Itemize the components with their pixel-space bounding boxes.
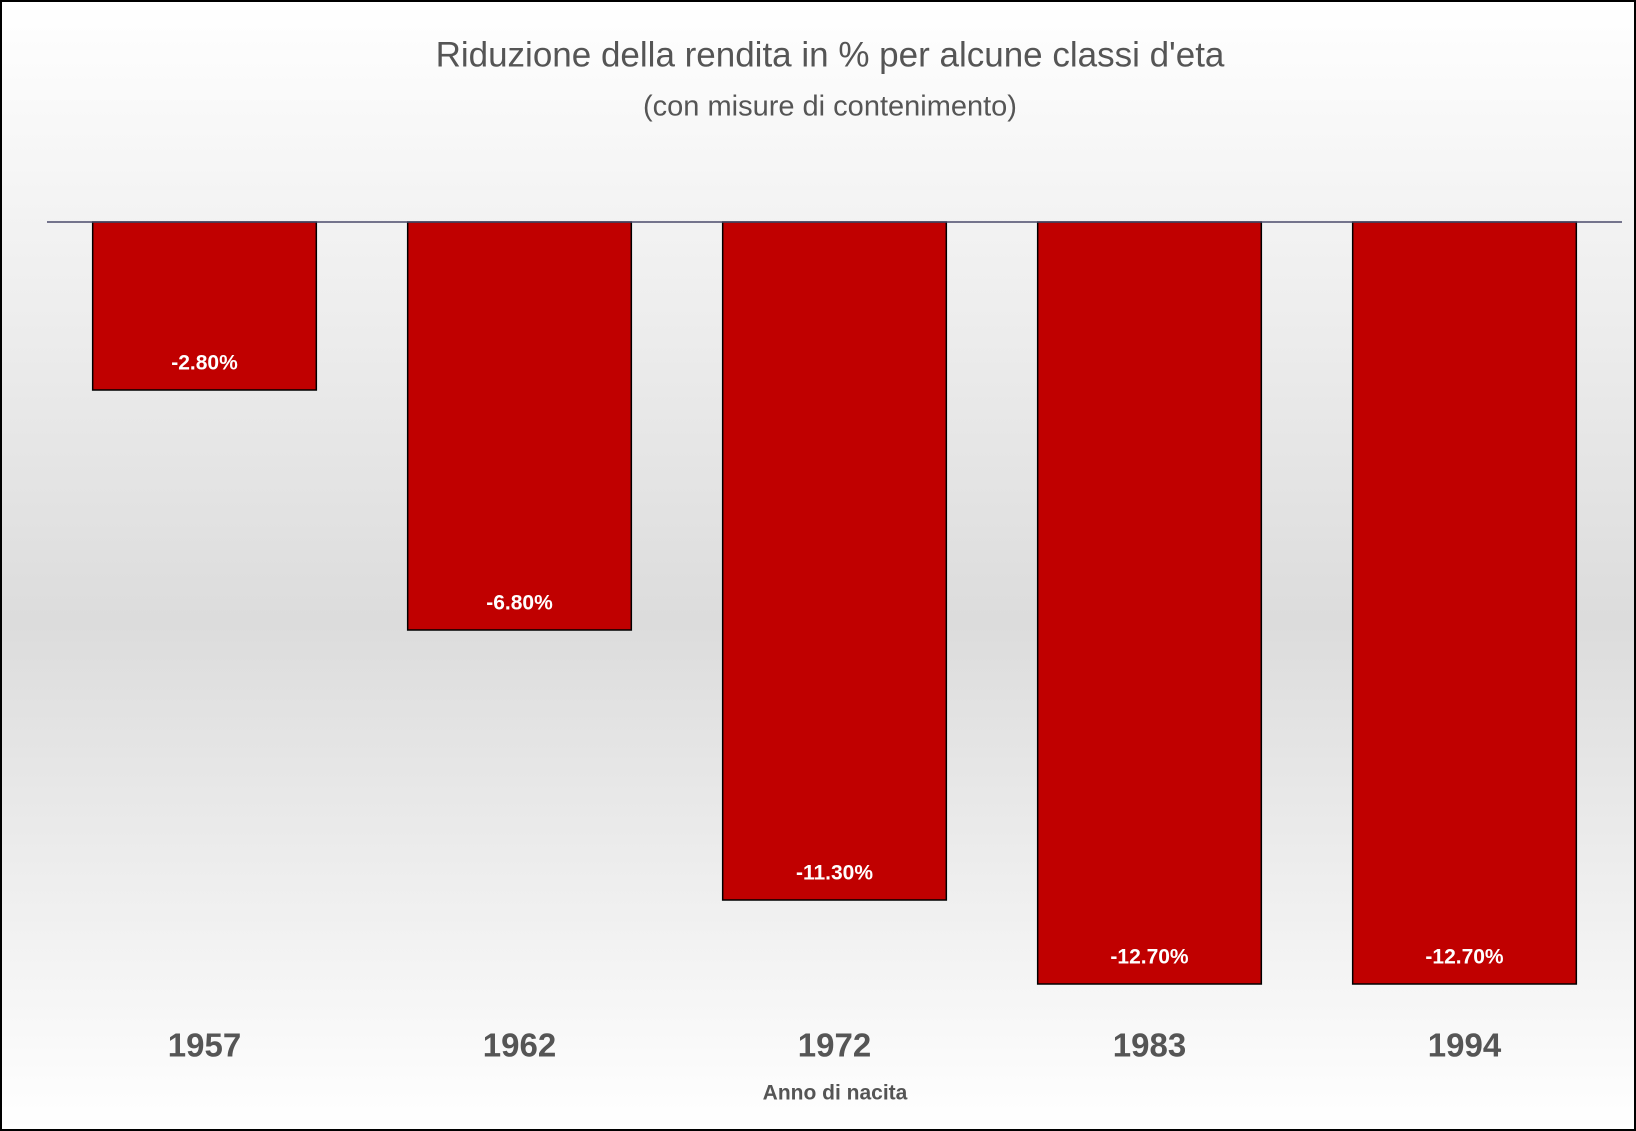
x-tick-label: 1957 [168,1027,241,1064]
x-axis-label: Anno di nacita [763,1082,908,1105]
bar [1036,221,1263,985]
bar [91,221,318,391]
bar [721,221,948,901]
value-label: -12.70% [1110,946,1189,969]
x-tick-label: 1994 [1428,1027,1502,1064]
value-label: -2.80% [171,352,238,375]
value-label: -6.80% [486,592,553,615]
x-tick-label: 1972 [798,1027,871,1064]
chart-title: Riduzione della rendita in % per alcune … [436,35,1225,74]
x-tick-label: 1962 [483,1027,556,1064]
value-label: -12.70% [1425,946,1504,969]
x-tick-label: 1983 [1113,1027,1186,1064]
bar [1351,221,1578,985]
chart-subtitle: (con misure di contenimento) [643,91,1017,123]
value-label: -11.30% [796,862,873,885]
bar [406,221,633,631]
